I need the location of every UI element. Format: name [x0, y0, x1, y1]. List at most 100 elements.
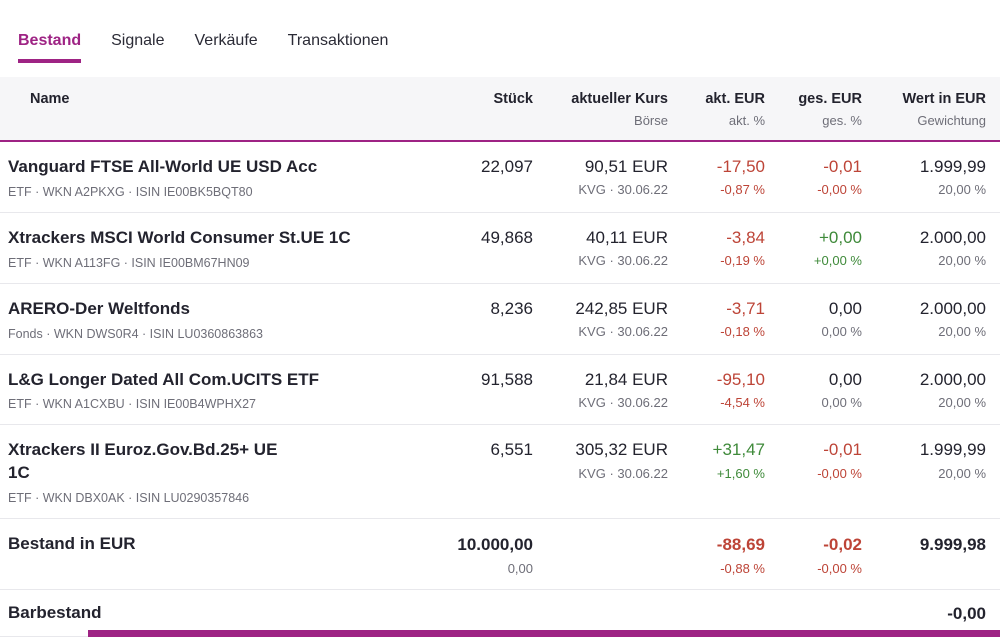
position-stueck-cell: 49,868 — [409, 227, 533, 248]
position-wert: 2.000,00 — [919, 298, 986, 318]
tab-verkaeufe[interactable]: Verkäufe — [194, 32, 258, 49]
position-kurs-cell: 242,85 EUR KVG · 30.06.22 — [533, 298, 668, 340]
total-bestand-stueck: 10.000,00 — [457, 535, 533, 555]
header-name: Name — [8, 90, 409, 108]
total-bestand-stueck-cell: 10.000,00 0,00 — [409, 534, 533, 576]
position-akt-cell: -3,84 -0,19 % — [668, 227, 765, 269]
position-wert: 1.999,99 — [919, 440, 986, 460]
position-stueck: 22,097 — [481, 156, 533, 176]
position-row[interactable]: Xtrackers II Euroz.Gov.Bd.25+ UE 1C ETF … — [0, 425, 1000, 520]
position-wert: 2.000,00 — [919, 227, 986, 247]
position-name-cell: Xtrackers II Euroz.Gov.Bd.25+ UE 1C ETF … — [8, 439, 409, 505]
position-ges-cell: 0,00 0,00 % — [765, 369, 862, 411]
position-gewichtung: 20,00 % — [938, 181, 986, 197]
position-kurs-source: KVG · 30.06.22 — [578, 181, 668, 197]
position-name-cell: ARERO-Der Weltfonds Fonds · WKN DWS0R4 ·… — [8, 298, 409, 341]
position-kurs-source: KVG · 30.06.22 — [578, 323, 668, 339]
tab-bestand[interactable]: Bestand — [18, 32, 82, 63]
tab-transaktionen[interactable]: Transaktionen — [287, 32, 389, 49]
position-ges-eur: -0,01 — [823, 156, 862, 176]
position-akt-eur: -3,71 — [726, 298, 765, 318]
position-ges-cell: +0,00 +0,00 % — [765, 227, 862, 269]
position-gewichtung: 20,00 % — [938, 323, 986, 339]
position-akt-cell: -17,50 -0,87 % — [668, 156, 765, 198]
barbestand-label: Barbestand — [8, 603, 102, 623]
position-akt-pct: +1,60 % — [716, 465, 765, 481]
position-ges-pct: -0,00 % — [817, 465, 862, 481]
header-akt-pct-label: akt. % — [728, 113, 765, 129]
position-kurs-source: KVG · 30.06.22 — [578, 465, 668, 481]
position-name-cell: L&G Longer Dated All Com.UCITS ETF ETF ·… — [8, 369, 409, 412]
total-bestand-label-cell: Bestand in EUR — [8, 534, 409, 554]
position-akt-cell: -95,10 -4,54 % — [668, 369, 765, 411]
position-title: Xtrackers II Euroz.Gov.Bd.25+ UE 1C — [8, 440, 278, 483]
position-wert-cell: 2.000,00 20,00 % — [862, 369, 986, 411]
position-ges-cell: -0,01 -0,00 % — [765, 156, 862, 198]
position-gewichtung: 20,00 % — [938, 252, 986, 268]
position-kurs-source: KVG · 30.06.22 — [578, 394, 668, 410]
position-kurs: 90,51 EUR — [584, 156, 668, 176]
position-stueck: 49,868 — [481, 227, 533, 247]
position-gewichtung: 20,00 % — [938, 465, 986, 481]
position-stueck-cell: 8,236 — [409, 298, 533, 319]
position-row[interactable]: L&G Longer Dated All Com.UCITS ETF ETF ·… — [0, 355, 1000, 426]
total-bestand-label: Bestand in EUR — [8, 534, 136, 554]
position-row[interactable]: Vanguard FTSE All-World UE USD Acc ETF ·… — [0, 142, 1000, 213]
position-title: ARERO-Der Weltfonds — [8, 298, 190, 318]
position-title: Xtrackers MSCI World Consumer St.UE 1C — [8, 227, 351, 247]
position-row[interactable]: ARERO-Der Weltfonds Fonds · WKN DWS0R4 ·… — [0, 284, 1000, 355]
table-header: Name Stück aktueller Kurs Börse akt. EUR… — [0, 77, 1000, 142]
position-ges-eur: 0,00 — [828, 298, 862, 318]
position-meta: ETF · WKN A1CXBU · ISIN IE00B4WPHX27 — [8, 397, 256, 412]
position-meta: ETF · WKN A113FG · ISIN IE00BM67HN09 — [8, 255, 250, 270]
position-stueck-cell: 91,588 — [409, 369, 533, 390]
header-wert-label: Wert in EUR — [902, 91, 986, 107]
position-wert: 1.999,99 — [919, 156, 986, 176]
position-meta: Fonds · WKN DWS0R4 · ISIN LU0360863863 — [8, 326, 263, 341]
position-title: Vanguard FTSE All-World UE USD Acc — [8, 156, 318, 176]
header-akt-eur-label: akt. EUR — [705, 91, 765, 107]
header-ges-eur-label: ges. EUR — [798, 91, 862, 107]
position-akt-pct: -0,87 % — [720, 181, 765, 197]
position-wert-cell: 1.999,99 20,00 % — [862, 439, 986, 481]
position-meta: ETF · WKN DBX0AK · ISIN LU0290357846 — [8, 491, 250, 506]
position-kurs: 305,32 EUR — [575, 440, 668, 460]
position-akt-cell: +31,47 +1,60 % — [668, 439, 765, 481]
header-kurs: aktueller Kurs Börse — [533, 90, 668, 129]
position-ges-cell: 0,00 0,00 % — [765, 298, 862, 340]
position-stueck: 6,551 — [490, 440, 533, 460]
tab-signale[interactable]: Signale — [111, 32, 165, 49]
position-stueck: 91,588 — [481, 369, 533, 389]
position-wert-cell: 1.999,99 20,00 % — [862, 156, 986, 198]
position-ges-pct: -0,00 % — [817, 181, 862, 197]
position-title: L&G Longer Dated All Com.UCITS ETF — [8, 369, 320, 389]
position-row[interactable]: Xtrackers MSCI World Consumer St.UE 1C E… — [0, 213, 1000, 284]
position-stueck-cell: 6,551 — [409, 439, 533, 460]
position-gewichtung: 20,00 % — [938, 394, 986, 410]
position-akt-eur: +31,47 — [712, 440, 765, 460]
position-ges-pct: +0,00 % — [813, 252, 862, 268]
position-kurs-cell: 40,11 EUR KVG · 30.06.22 — [533, 227, 668, 269]
position-ges-eur: -0,01 — [823, 440, 862, 460]
position-meta: ETF · WKN A2PKXG · ISIN IE00BK5BQT80 — [8, 184, 253, 199]
header-ges-eur: ges. EUR ges. % — [765, 90, 862, 129]
tab-bar: Bestand Signale Verkäufe Transaktionen — [0, 0, 1000, 63]
position-ges-eur: +0,00 — [818, 227, 862, 247]
header-akt-eur: akt. EUR akt. % — [668, 90, 765, 129]
position-kurs-source: KVG · 30.06.22 — [578, 252, 668, 268]
position-stueck-cell: 22,097 — [409, 156, 533, 177]
total-bestand-ges-cell: -0,02 -0,00 % — [765, 534, 862, 576]
total-bestand-ges-pct: -0,00 % — [817, 560, 862, 576]
header-ges-pct-label: ges. % — [822, 113, 862, 129]
barbestand-wert-cell: -0,00 — [862, 603, 986, 624]
position-wert-cell: 2.000,00 20,00 % — [862, 227, 986, 269]
total-bestand-ges-eur: -0,02 — [823, 535, 862, 555]
position-wert-cell: 2.000,00 20,00 % — [862, 298, 986, 340]
position-ges-pct: 0,00 % — [821, 323, 862, 339]
position-kurs-cell: 21,84 EUR KVG · 30.06.22 — [533, 369, 668, 411]
position-wert: 2.000,00 — [919, 369, 986, 389]
position-ges-eur: 0,00 — [828, 369, 862, 389]
position-akt-pct: -0,19 % — [720, 252, 765, 268]
position-akt-eur: -3,84 — [726, 227, 765, 247]
